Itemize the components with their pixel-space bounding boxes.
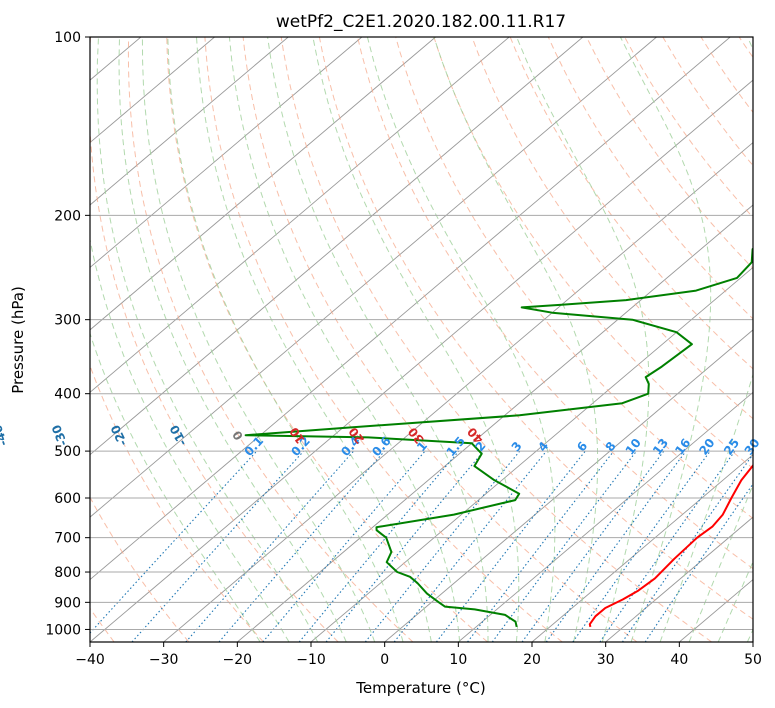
y-tick-label: 700 (54, 531, 81, 547)
dry-adiabat-line (433, 37, 753, 470)
isotherm-line (90, 37, 363, 269)
pressure-gridlines (90, 214, 753, 630)
mixing-ratio-line (131, 450, 305, 642)
mixing-ratio-line (435, 450, 586, 642)
mixing-ratio-line (262, 450, 426, 642)
dry-adiabat-line (242, 37, 638, 642)
plot-frame (89, 36, 754, 643)
moist-adiabat-line (717, 560, 753, 642)
mixing-ratio-line (364, 450, 521, 642)
moist-adiabat-line (167, 37, 404, 642)
moist-adiabat-line (196, 37, 432, 642)
x-tick-label: −30 (149, 652, 179, 668)
y-tick-label: 400 (54, 387, 81, 403)
x-tick-label: 50 (744, 652, 762, 668)
x-tick-label: −40 (75, 652, 105, 668)
dry-adiabat-line (357, 37, 753, 570)
isotherm-line (384, 329, 753, 642)
isotherm-line (90, 37, 289, 206)
isotherm-line (90, 37, 584, 456)
isotherm-line (90, 79, 753, 642)
x-tick-label: 10 (449, 652, 467, 668)
moist-adiabat-line (688, 483, 753, 642)
y-tick-label: 900 (54, 595, 81, 611)
y-tick-label: 200 (54, 208, 81, 224)
moist-adiabat-line (516, 37, 650, 642)
isotherm-line (237, 204, 753, 642)
isotherm-line (90, 37, 215, 144)
dry-adiabat-line (662, 37, 753, 167)
y-axis-title: Pressure (hPa) (9, 286, 27, 394)
isotherm-line (310, 266, 753, 642)
moist-adiabat-line (90, 237, 290, 642)
moist-adiabat-line (619, 37, 712, 642)
isotherm-line (90, 37, 657, 518)
isotherm-line (531, 454, 753, 642)
dry-adiabat-line (127, 37, 414, 642)
mixing-ratio-line (599, 450, 736, 642)
moist-adiabat-line (433, 37, 599, 642)
dry-adiabat-label: -40 (0, 423, 11, 448)
x-tick-label: 40 (670, 652, 688, 668)
mixing-ratio-line (572, 450, 711, 642)
moist-adiabat-line (96, 37, 319, 642)
mixing-ratio-line (325, 450, 485, 642)
x-tick-label: 0 (380, 652, 389, 668)
mixing-ratio-line (545, 450, 687, 642)
moist-adiabat-line (366, 37, 556, 642)
x-tick-label: 30 (597, 652, 615, 668)
x-tick-label: −10 (296, 652, 326, 668)
y-tick-label: 1000 (45, 622, 81, 638)
moist-adiabat-line (659, 37, 753, 642)
y-tick-label: 300 (54, 313, 81, 329)
y-tick-label: 500 (54, 444, 81, 460)
x-axis-title: Temperature (°C) (355, 679, 485, 697)
dry-adiabat-line (318, 37, 753, 620)
dry-adiabat-line (204, 37, 563, 642)
mixing-ratio-line (298, 450, 460, 642)
mixing-ratio-line (393, 450, 547, 642)
moist-adiabat-line (141, 37, 376, 642)
chart-title: wetPf2_C2E1.2020.182.00.11.R17 (276, 12, 566, 32)
isotherm-line (90, 37, 510, 393)
isotherm-line (90, 37, 731, 581)
temperature-profile-line (588, 463, 753, 628)
isotherm-line (90, 37, 436, 331)
y-tick-label: 100 (54, 30, 81, 46)
moist-adiabat-line (228, 37, 461, 642)
isotherm-line (458, 391, 753, 642)
y-axis-ticks: 100 200 300 400 500 600 700 800 900 1000 (45, 30, 90, 638)
moist-adiabat-line (118, 37, 347, 642)
background-lines (90, 37, 753, 642)
moist-adiabat-line (267, 37, 489, 642)
mixing-ratio-line (90, 450, 258, 634)
dry-adiabat-line (395, 37, 753, 520)
dry-adiabat-line (509, 37, 753, 370)
isotherm-line (163, 141, 753, 642)
dry-adiabat-line (586, 37, 753, 270)
dry-adiabat-line (280, 37, 712, 642)
isotherm-line (605, 516, 753, 642)
dry-adiabat-line (90, 496, 190, 642)
x-axis-ticks: −40 −30 −20 −10 0 10 20 30 40 50 (75, 642, 762, 668)
mixing-ratio-line (467, 450, 615, 642)
x-tick-label: 20 (523, 652, 541, 668)
dry-adiabat-line (166, 37, 488, 642)
x-tick-label: −20 (223, 652, 253, 668)
y-tick-label: 800 (54, 565, 81, 581)
y-tick-label: 600 (54, 491, 81, 507)
moist-adiabat-line (90, 331, 261, 642)
